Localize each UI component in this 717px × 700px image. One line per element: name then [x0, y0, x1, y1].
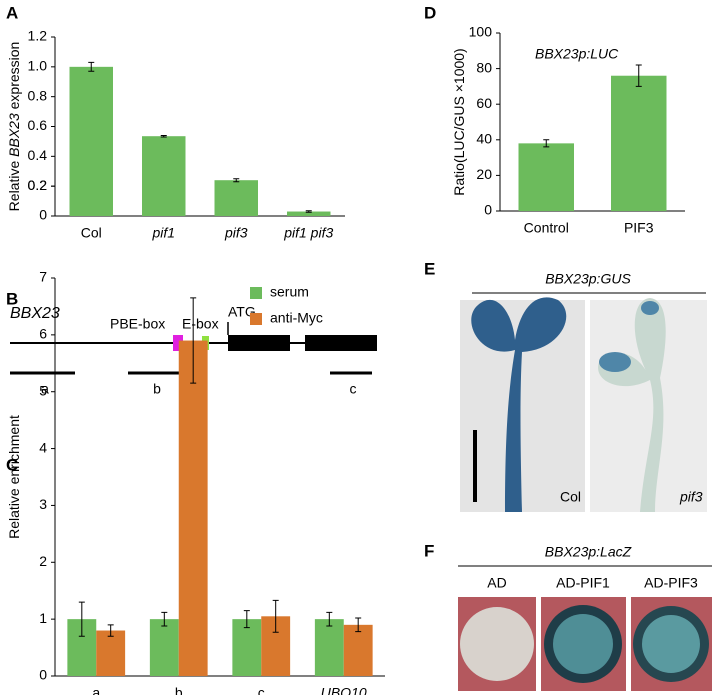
panel-label: A [6, 3, 18, 22]
element-label: PBE-box [110, 316, 165, 332]
image-label: AD [487, 575, 506, 591]
error-bar [635, 64, 642, 87]
y-label-part: Ratio(LUC/GUS ×1000) [451, 48, 467, 195]
error-bar [243, 610, 250, 629]
x-tick-label: Control [524, 220, 569, 236]
y-tick-label: 6 [39, 326, 47, 342]
x-tick-label: pif1 [151, 225, 175, 241]
y-tick-label: 3 [39, 496, 47, 512]
image-label: AD-PIF3 [644, 575, 698, 591]
x-tick-label: a [92, 685, 100, 695]
panel-label: D [424, 3, 436, 22]
x-tick-label: pif3 [224, 225, 248, 241]
legend-label: serum [270, 284, 309, 300]
error-bar [190, 297, 197, 384]
bar [343, 624, 373, 676]
y-tick-label: 2 [39, 553, 47, 569]
y-tick-label: 0.2 [28, 177, 48, 193]
y-tick-label: 20 [476, 166, 492, 182]
bar [149, 619, 179, 676]
y-tick-label: 60 [476, 95, 492, 111]
x-tick-label: pif1 pif3 [283, 225, 333, 241]
y-tick-label: 0.2 [28, 177, 48, 193]
image-label: Col [560, 489, 581, 505]
region-label: a [41, 381, 49, 397]
x-tick-label: PIF3 [624, 220, 654, 236]
bar [232, 619, 262, 676]
y-tick-label: 80 [476, 59, 492, 75]
image-label: pif3 [679, 489, 703, 505]
y-tick-label: 0.8 [28, 87, 48, 103]
y-tick-label: 0 [39, 667, 47, 683]
element-label: ATG [228, 304, 256, 320]
error-bar [161, 611, 168, 627]
error-bar [88, 61, 95, 72]
y-tick-label: 40 [476, 131, 492, 147]
panel-label: C [6, 455, 18, 474]
y-tick-label: 1 [39, 610, 47, 626]
bar [314, 619, 344, 676]
error-bar [160, 134, 167, 138]
x-tick-label: Col [81, 225, 102, 241]
x-tick-label: c [258, 685, 265, 695]
y-tick-label: 1.0 [28, 58, 48, 74]
error-bar [326, 611, 333, 627]
y-tick-label: 5 [39, 382, 47, 398]
x-tick-label: b [175, 685, 183, 695]
bar [178, 340, 208, 676]
x-tick-label: UBQ10 [321, 685, 367, 695]
image-title: BBX23p:LacZ [545, 544, 632, 560]
y-tick-label: 0.6 [28, 117, 48, 133]
y-axis-label: Relative BBX23 expression [6, 42, 22, 212]
error-bar [233, 178, 240, 183]
y-tick-label: 7 [39, 269, 47, 285]
y-label-part: expression [6, 42, 22, 114]
gus-images: BBX23p:GUS Col pif3 [460, 271, 707, 512]
legend-label: anti-Myc [270, 310, 323, 326]
error-bar [305, 210, 312, 213]
panel-label: F [424, 541, 434, 560]
error-bar [272, 599, 279, 633]
bar [287, 211, 331, 216]
y-label-part: BBX23 [6, 113, 22, 157]
gene-name: BBX23 [10, 305, 60, 322]
panel-label: B [6, 289, 18, 308]
bar [214, 180, 258, 216]
y-tick-label: 4 [39, 439, 47, 455]
y-axis-label: Ratio(LUC/GUS ×1000) [451, 48, 467, 195]
bar [69, 66, 113, 216]
lacz-images: BBX23p:LacZ AD AD-PIF1 AD-PIF3 [458, 544, 712, 691]
error-bar [107, 624, 114, 637]
y-tick-label: 1.2 [28, 28, 48, 44]
bar [611, 75, 667, 211]
error-bar [78, 601, 85, 637]
region-label: c [350, 381, 357, 397]
error-bar [355, 617, 362, 633]
bar [142, 136, 186, 216]
y-label-part: Relative enrichment [6, 415, 22, 539]
region-label: b [153, 381, 161, 397]
error-bar [543, 139, 550, 148]
bar [518, 143, 574, 211]
y-label-part: Relative [6, 157, 22, 211]
y-tick-label: 100 [469, 24, 493, 40]
image-label: AD-PIF1 [556, 575, 610, 591]
y-axis-label: Relative enrichment [6, 415, 22, 539]
y-tick-label: 0 [484, 202, 492, 218]
panel-label: E [424, 259, 435, 278]
bar [96, 630, 126, 676]
legend-swatch [250, 313, 262, 325]
y-tick-label: 0 [39, 207, 47, 223]
y-tick-label: 0.4 [28, 147, 48, 163]
annotation: BBX23p:LUC [535, 46, 619, 62]
legend-swatch [250, 287, 262, 299]
element-label: E-box [182, 316, 219, 332]
image-title: BBX23p:GUS [545, 271, 631, 287]
